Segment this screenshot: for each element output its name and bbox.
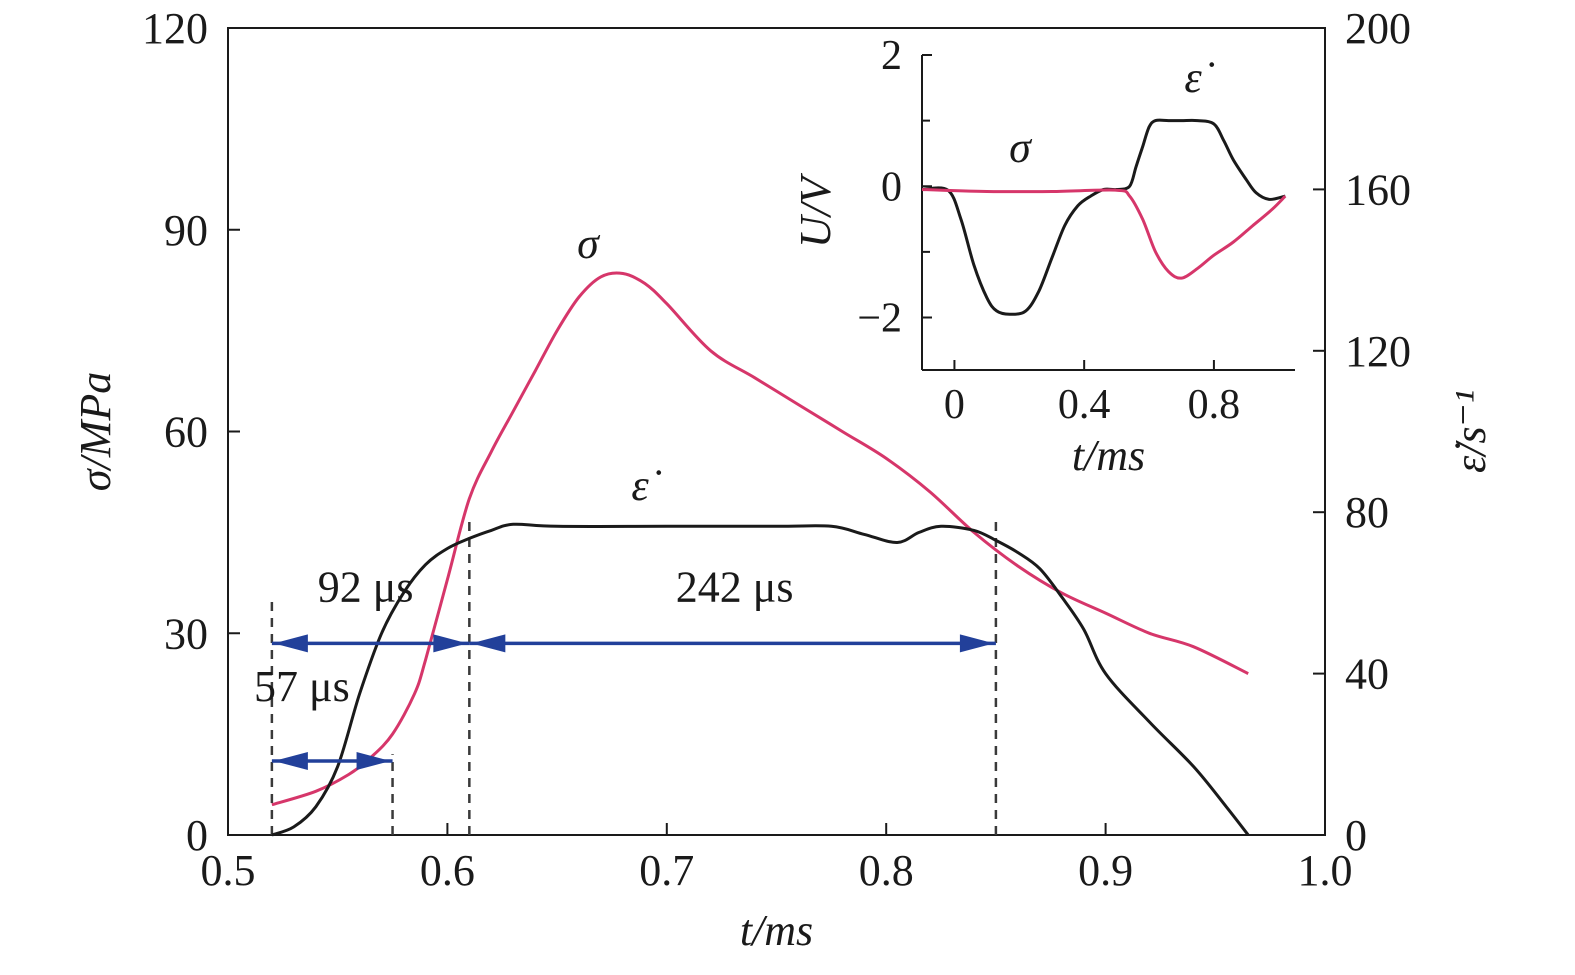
x-axis-label: t/ms [740, 906, 813, 955]
y-right-tick-label: 80 [1345, 488, 1389, 537]
inset-sigma-label: σ [1009, 123, 1033, 172]
y-right-tick-label: 120 [1345, 327, 1411, 376]
inset-x-axis-label: t/ms [1072, 431, 1145, 480]
inset-y-tick-label: −2 [857, 296, 902, 342]
inset-y-axis-label: U/V [791, 172, 840, 248]
annotation-arrowhead [471, 634, 506, 653]
annotation-arrowhead [433, 634, 468, 653]
inset-x-tick-label: 0.4 [1058, 382, 1111, 428]
y-left-tick-label: 120 [142, 4, 208, 53]
sigma-curve-label: σ [577, 219, 601, 268]
inset-y-tick-label: 2 [881, 33, 902, 79]
inset-x-tick-label: 0 [944, 382, 965, 428]
y-right-tick-label: 40 [1345, 650, 1389, 699]
inset-y-tick-label: 0 [881, 164, 902, 210]
y-left-tick-label: 30 [164, 609, 208, 658]
y-left-tick-label: 0 [186, 811, 208, 860]
annotation-arrowhead [273, 634, 308, 653]
annotation-label: 242 μs [676, 562, 794, 611]
x-tick-label: 0.9 [1078, 846, 1133, 895]
x-tick-label: 1.0 [1298, 846, 1353, 895]
y-left-tick-label: 90 [164, 206, 208, 255]
x-tick-label: 0.8 [859, 846, 914, 895]
inset-sigma-curve [921, 188, 1287, 280]
annotation-arrowhead [356, 752, 391, 771]
strain-rate-curve [271, 522, 1250, 837]
x-tick-label: 0.5 [201, 846, 256, 895]
annotation-arrowhead [273, 752, 308, 771]
annotation-label: 57 μs [254, 662, 350, 711]
y-right-tick-label: 200 [1345, 4, 1411, 53]
annotation-label: 92 μs [318, 562, 414, 611]
inset-chart: 0 0.4 0.820−2t/msU/Vσε̇ [791, 33, 1301, 480]
x-tick-label: 0.7 [639, 846, 694, 895]
y-right-axis-label: ε̇/s⁻¹ [1446, 390, 1495, 473]
strain-rate-curve-label: ε̇ [631, 461, 661, 510]
x-tick-label: 0.6 [420, 846, 475, 895]
y-left-tick-label: 60 [164, 408, 208, 457]
y-left-axis-label: σ/MPa [71, 372, 120, 491]
inset-background [916, 47, 1301, 376]
inset-x-tick-label: 0.8 [1188, 382, 1241, 428]
y-right-tick-label: 160 [1345, 165, 1411, 214]
sigma-curve [271, 271, 1249, 807]
annotation-arrowhead [959, 634, 994, 653]
inset-strain-rate-curve [921, 118, 1286, 316]
y-right-tick-label: 0 [1345, 811, 1367, 860]
main-chart: 0.5 0.6 0.7 0.8 0.9 1.00306090120040801201602… [71, 4, 1495, 955]
